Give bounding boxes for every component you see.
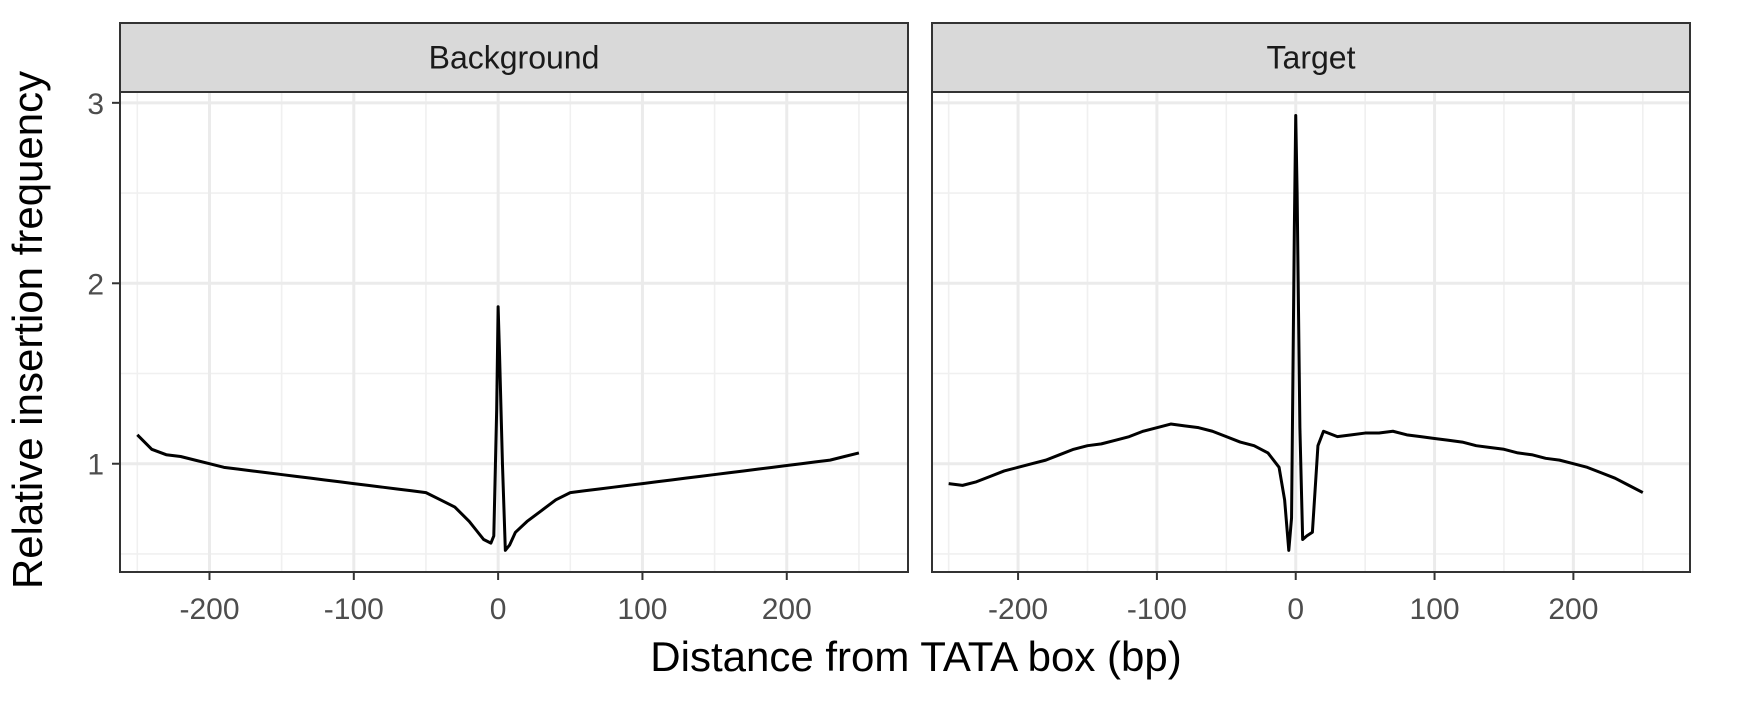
panel-background bbox=[120, 92, 908, 572]
series-line-target bbox=[948, 113, 1644, 552]
panel-target: Target -200 -100 0 100 200 bbox=[931, 22, 1691, 626]
x-tick-label: -100 bbox=[324, 593, 384, 626]
x-tick-label: -100 bbox=[1127, 593, 1187, 626]
x-tick-label: 100 bbox=[1410, 593, 1460, 626]
facet-strip-label: Target bbox=[1267, 40, 1356, 76]
x-tick-label: 100 bbox=[617, 593, 667, 626]
y-tick-label: 1 bbox=[87, 449, 104, 482]
series-line-background bbox=[136, 305, 860, 552]
x-axis-title: Distance from TATA box (bp) bbox=[650, 633, 1181, 680]
x-tick-label: 0 bbox=[490, 593, 507, 626]
facet-strip-label: Background bbox=[429, 40, 600, 76]
y-axis-title: Relative insertion frequency bbox=[4, 71, 51, 589]
x-tick-label: -200 bbox=[179, 593, 239, 626]
y-tick-label: 3 bbox=[87, 88, 104, 121]
x-tick-label: 200 bbox=[762, 593, 812, 626]
x-tick-label: -200 bbox=[988, 593, 1048, 626]
y-tick-label: 2 bbox=[87, 268, 104, 301]
x-tick-label: 0 bbox=[1287, 593, 1304, 626]
facet-strip bbox=[119, 22, 909, 93]
panel-background: Background -200 -100 0 100 200 1 2 3 bbox=[87, 22, 909, 626]
facet-strip bbox=[931, 22, 1691, 93]
panel-background bbox=[932, 92, 1690, 572]
x-tick-label: 200 bbox=[1548, 593, 1598, 626]
